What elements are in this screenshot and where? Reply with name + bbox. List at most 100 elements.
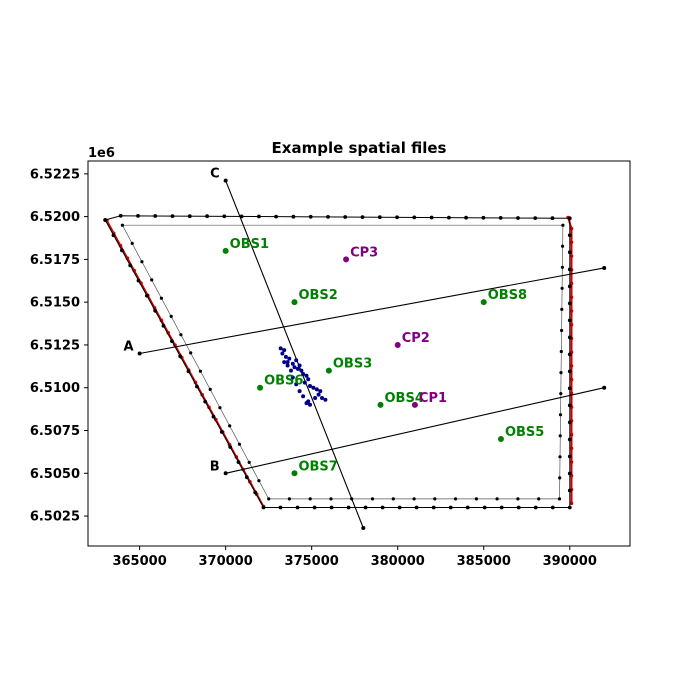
outer-boundary-node xyxy=(312,505,317,510)
inner-boundary-node xyxy=(287,497,291,501)
y-tick-label: 6.5025 xyxy=(30,510,80,525)
inner-boundary-node xyxy=(179,333,183,337)
red-boundary-node xyxy=(569,322,574,327)
outer-boundary-node xyxy=(567,386,572,391)
cross-section-endpoint xyxy=(223,178,228,183)
y-tick-label: 6.5050 xyxy=(30,467,80,482)
inner-boundary-node xyxy=(329,497,333,501)
inner-boundary-node xyxy=(140,260,144,264)
x-tick-label: 385000 xyxy=(457,554,511,569)
obs-point xyxy=(480,299,487,306)
y-tick-label: 6.5175 xyxy=(30,253,80,268)
inner-boundary-node xyxy=(560,286,564,290)
y-tick-label: 6.5075 xyxy=(30,424,80,439)
red-boundary-node xyxy=(569,281,574,286)
red-boundary-node xyxy=(569,240,574,245)
outer-boundary-node xyxy=(187,214,192,219)
outer-boundary-node xyxy=(550,216,555,221)
inner-boundary-node xyxy=(516,497,520,501)
x-tick-label: 365000 xyxy=(112,554,166,569)
inner-boundary-node xyxy=(495,497,499,501)
obs-label: OBS6 xyxy=(264,374,303,389)
cross-section-endpoint xyxy=(361,526,366,531)
outer-boundary-node xyxy=(120,248,124,253)
red-boundary-node xyxy=(569,226,574,231)
outer-boundary-node xyxy=(118,213,123,218)
red-boundary-node xyxy=(569,254,574,258)
outer-boundary-node xyxy=(211,414,216,419)
outer-boundary-node xyxy=(236,460,241,464)
cross-section-label: B xyxy=(210,459,220,474)
cp-label: CP3 xyxy=(350,245,378,260)
inner-boundary-node xyxy=(454,497,458,501)
cluster-point xyxy=(320,396,324,400)
outer-boundary-node xyxy=(429,215,434,220)
cluster-point xyxy=(318,389,323,394)
outer-boundary-node xyxy=(363,505,368,510)
cp-label: CP1 xyxy=(419,391,447,406)
cluster-point xyxy=(283,354,288,359)
inner-boundary-node xyxy=(561,223,565,227)
y-tick-label: 6.5100 xyxy=(30,381,80,396)
inner-boundary-node xyxy=(559,392,563,396)
outer-boundary-node xyxy=(161,324,166,328)
outer-boundary-node xyxy=(326,215,330,219)
outer-boundary-node xyxy=(499,505,504,510)
red-boundary-node xyxy=(569,460,574,464)
outer-boundary-node xyxy=(567,335,572,340)
cluster-point xyxy=(302,380,307,385)
outer-boundary-node xyxy=(567,369,572,374)
inner-boundary-node xyxy=(159,296,163,300)
inner-boundary-node xyxy=(559,349,563,354)
x-tick-label: 370000 xyxy=(199,554,253,569)
inner-boundary-node xyxy=(561,244,565,248)
obs-label: OBS2 xyxy=(298,288,337,303)
obs-point xyxy=(291,470,298,477)
outer-boundary-node xyxy=(567,403,572,408)
red-boundary-node xyxy=(569,446,574,451)
inner-boundary-node xyxy=(560,265,565,269)
outer-boundary-node xyxy=(343,215,348,219)
outer-boundary-node xyxy=(431,505,436,510)
outer-boundary-node xyxy=(103,218,108,222)
x-tick-label: 390000 xyxy=(543,554,597,569)
red-boundary-node xyxy=(569,432,574,437)
outer-boundary-node xyxy=(153,214,158,218)
outer-boundary-node xyxy=(153,308,158,313)
cross-section-endpoint xyxy=(602,385,607,390)
axes: 365000 370000 375000 380000 385000 390000 6.50… xyxy=(30,167,597,569)
inner-boundary-node xyxy=(560,328,564,333)
cluster-point xyxy=(304,373,309,378)
outer-boundary-node xyxy=(481,215,486,220)
outer-boundary-node xyxy=(308,214,313,219)
inner-boundary-node xyxy=(237,442,241,446)
x-tick-label: 380000 xyxy=(371,554,425,569)
cluster-point xyxy=(280,351,285,356)
cross-section-label: C xyxy=(210,167,220,182)
cluster-point xyxy=(323,397,328,402)
outer-boundary-line xyxy=(104,215,571,508)
inner-boundary-node xyxy=(412,497,416,501)
obs-point xyxy=(222,247,229,254)
inner-boundary-node xyxy=(150,278,154,282)
cluster-point xyxy=(292,365,297,370)
outer-boundary-node xyxy=(482,505,487,510)
obs-point xyxy=(377,401,384,408)
outer-boundary-node xyxy=(136,214,140,218)
outer-boundary-node xyxy=(533,216,538,221)
cross-section-label: A xyxy=(124,340,134,355)
outer-boundary-node xyxy=(178,354,183,359)
outer-boundary-node xyxy=(567,250,572,255)
red-boundary-node xyxy=(569,377,574,382)
inner-boundary-node xyxy=(370,497,375,501)
cluster-point xyxy=(311,385,316,390)
y-tick-label: 6.5125 xyxy=(30,338,80,353)
outer-boundary-node xyxy=(203,399,208,404)
outer-boundary-node xyxy=(205,214,210,219)
outer-boundary-node xyxy=(567,471,572,476)
outer-boundary-node xyxy=(464,215,468,220)
outer-boundary-node xyxy=(261,505,266,510)
cluster-point xyxy=(308,384,312,388)
